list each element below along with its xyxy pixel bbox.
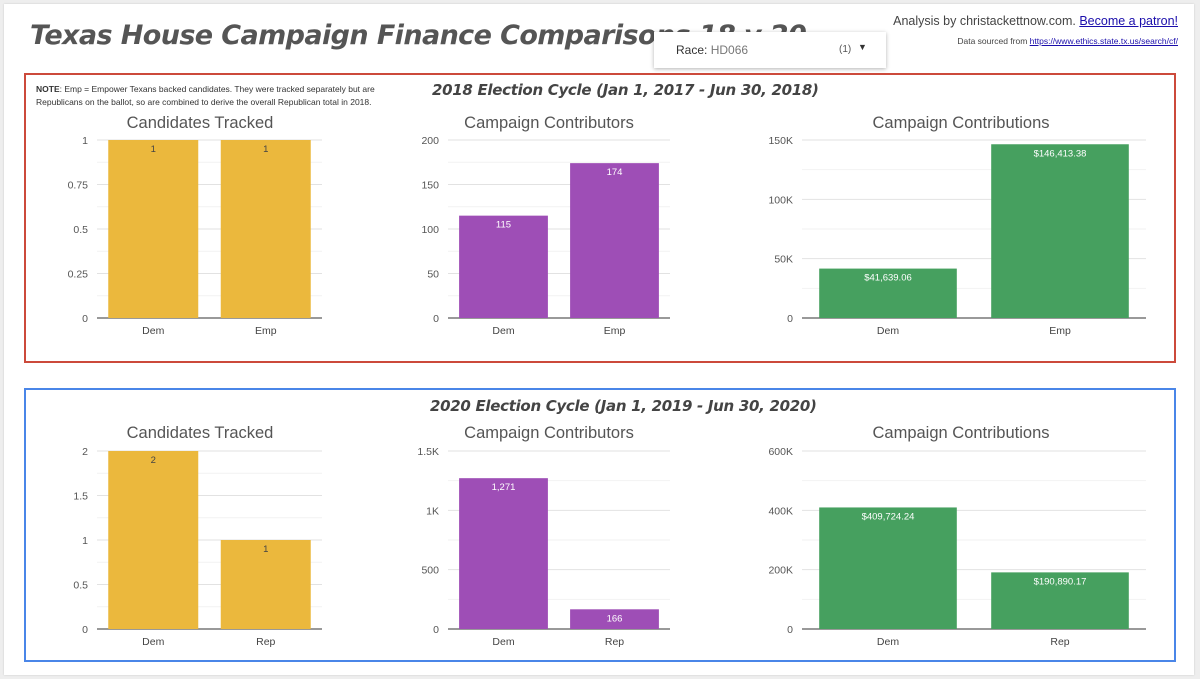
y-tick-label: 0 xyxy=(82,624,88,636)
source-link[interactable]: https://www.ethics.state.tx.us/search/cf… xyxy=(1029,36,1178,46)
x-tick-label: Dem xyxy=(142,325,164,337)
y-tick-label: 2 xyxy=(82,446,88,458)
y-tick-label: 50K xyxy=(774,254,793,266)
section-2020: 2020 Election Cycle (Jan 1, 2019 - Jun 3… xyxy=(24,388,1176,662)
chart-2020-campaign-contributors: Campaign Contributors 0 500 1K 1.5K 1,271 Dem 1… xyxy=(417,424,670,648)
y-tick-label: 200K xyxy=(768,565,793,577)
x-tick-label: Emp xyxy=(1049,325,1071,337)
race-filter-count: (1) xyxy=(839,44,852,55)
race-filter-value: HD066 xyxy=(710,43,749,57)
x-tick-label: Rep xyxy=(256,636,275,648)
x-tick-label: Rep xyxy=(1050,636,1069,648)
chart-title: Campaign Contributors xyxy=(464,114,634,132)
chart-title: Candidates Tracked xyxy=(127,114,274,132)
credit-line: Analysis by christackettnow.com. Become … xyxy=(893,14,1178,28)
data-label: 1,271 xyxy=(492,482,516,493)
y-tick-label: 1 xyxy=(82,535,88,547)
race-filter-label: Race: HD066 xyxy=(676,43,749,57)
y-tick-label: 200 xyxy=(421,135,439,147)
y-tick-label: 100 xyxy=(421,224,439,236)
patron-link[interactable]: Become a patron! xyxy=(1079,14,1178,28)
chart-title: Candidates Tracked xyxy=(127,424,274,442)
x-tick-label: Dem xyxy=(492,636,514,648)
x-tick-label: Dem xyxy=(877,325,899,337)
source-prefix: Data sourced from xyxy=(957,36,1028,46)
data-label: $146,413.38 xyxy=(1034,148,1087,159)
chart-2018-candidates-tracked: Candidates Tracked 0 0.25 0.5 0.75 1 1 Dem 1 Emp xyxy=(68,114,322,337)
data-label: $409,724.24 xyxy=(862,511,915,522)
x-tick-label: Emp xyxy=(255,325,277,337)
bar-emp[interactable] xyxy=(220,140,311,318)
y-tick-label: 0 xyxy=(787,624,793,636)
data-label: 2 xyxy=(151,455,156,466)
y-tick-label: 0 xyxy=(787,313,793,325)
source-line: Data sourced from https://www.ethics.sta… xyxy=(957,36,1178,46)
bar-dem[interactable] xyxy=(108,451,199,629)
chart-2020-campaign-contributions: Campaign Contributions 0 200K 400K 600K $409,… xyxy=(768,424,1146,648)
x-tick-label: Rep xyxy=(605,636,624,648)
section-title-2018: 2018 Election Cycle (Jan 1, 2017 - Jun 3… xyxy=(432,81,819,99)
note-body: : Emp = Empower Texans backed candidates… xyxy=(36,84,375,107)
race-filter-dropdown[interactable]: Race: HD066 (1) ▼ xyxy=(654,32,886,68)
y-tick-label: 0 xyxy=(82,313,88,325)
bar-rep[interactable] xyxy=(570,609,659,629)
bar-dem[interactable] xyxy=(819,268,957,318)
data-label: 174 xyxy=(607,167,623,178)
section-title-2020: 2020 Election Cycle (Jan 1, 2019 - Jun 3… xyxy=(430,397,817,415)
bar-rep[interactable] xyxy=(220,540,311,629)
bar-dem[interactable] xyxy=(819,507,957,629)
data-label: 1 xyxy=(263,544,268,555)
bar-rep[interactable] xyxy=(991,572,1129,629)
y-tick-label: 400K xyxy=(768,505,793,517)
y-tick-label: 600K xyxy=(768,446,793,458)
data-label: $190,890.17 xyxy=(1034,576,1087,587)
y-tick-label: 500 xyxy=(421,565,439,577)
y-tick-label: 100K xyxy=(768,194,793,206)
note-text: NOTE: Emp = Empower Texans backed candid… xyxy=(36,83,386,109)
chart-title: Campaign Contributions xyxy=(872,114,1049,132)
dropdown-arrow-icon[interactable]: ▼ xyxy=(858,42,867,52)
report-page xyxy=(4,4,1194,675)
y-tick-label: 150 xyxy=(421,180,439,192)
y-tick-label: 0.25 xyxy=(68,269,89,281)
bar-emp[interactable] xyxy=(991,144,1129,318)
chart-title: Campaign Contributors xyxy=(464,424,634,442)
note-label: NOTE xyxy=(36,84,60,94)
y-tick-label: 1.5K xyxy=(417,446,439,458)
y-tick-label: 50 xyxy=(427,269,439,281)
credit-text: Analysis by christackettnow.com. xyxy=(893,14,1076,28)
y-tick-label: 1 xyxy=(82,135,88,147)
chart-2020-candidates-tracked: Candidates Tracked 0 0.5 1 1.5 2 2 Dem 1 Rep xyxy=(73,424,322,648)
chart-title: Campaign Contributions xyxy=(872,424,1049,442)
bar-dem[interactable] xyxy=(459,215,548,318)
x-tick-label: Emp xyxy=(604,325,626,337)
y-tick-label: 0 xyxy=(433,313,439,325)
x-tick-label: Dem xyxy=(142,636,164,648)
data-label: 1 xyxy=(263,144,268,155)
chart-2018-campaign-contributions: Campaign Contributions 0 50K 100K 150K $41,63… xyxy=(768,114,1146,337)
data-label: 166 xyxy=(607,613,623,624)
chart-2018-campaign-contributors: Campaign Contributors 0 50 100 150 200 115 Dem 1… xyxy=(421,114,670,337)
y-tick-label: 1K xyxy=(426,505,439,517)
data-label: 1 xyxy=(151,144,156,155)
y-tick-label: 0 xyxy=(433,624,439,636)
data-label: 115 xyxy=(496,220,511,231)
bar-dem[interactable] xyxy=(459,478,548,629)
x-tick-label: Dem xyxy=(492,325,514,337)
y-tick-label: 0.5 xyxy=(73,580,88,592)
y-tick-label: 0.5 xyxy=(73,224,88,236)
data-label: $41,639.06 xyxy=(864,273,912,284)
y-tick-label: 1.5 xyxy=(73,491,88,503)
x-tick-label: Dem xyxy=(877,636,899,648)
y-tick-label: 150K xyxy=(768,135,793,147)
y-tick-label: 0.75 xyxy=(68,180,89,192)
bar-dem[interactable] xyxy=(108,140,199,318)
bar-emp[interactable] xyxy=(570,163,659,318)
section-2018: NOTE: Emp = Empower Texans backed candid… xyxy=(24,73,1176,363)
